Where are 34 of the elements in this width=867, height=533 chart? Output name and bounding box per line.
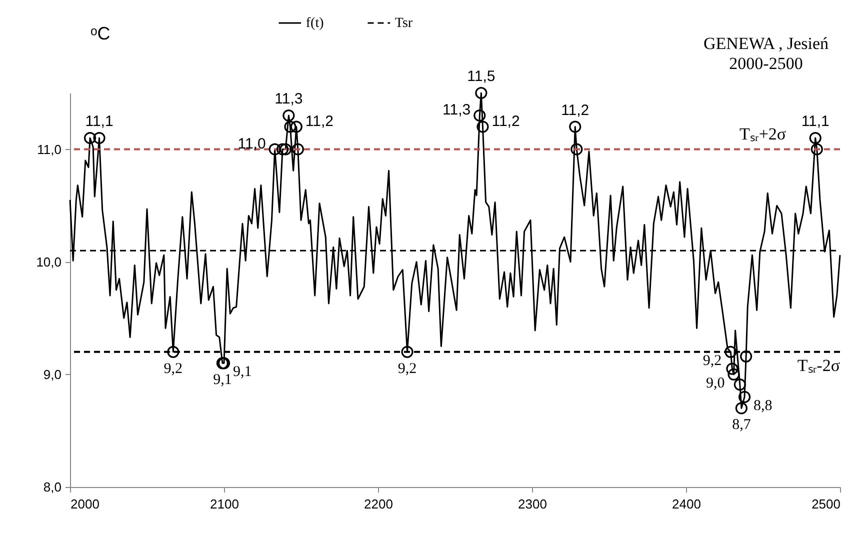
y-axis-title: ᵒC	[90, 24, 110, 44]
data-label: 11,1	[85, 113, 114, 130]
data-label: 9,1	[213, 372, 232, 388]
data-label: 9,2	[164, 360, 183, 377]
data-label: 9,1	[233, 364, 252, 380]
data-label: 9,0	[706, 375, 725, 392]
x-tick-label: 2400	[672, 496, 701, 512]
ref-line-label: Tₛᵣ+2σ	[740, 124, 786, 144]
data-label: 11,2	[305, 112, 334, 130]
data-label: 11,1	[801, 113, 830, 130]
chart-title: GENEWA , Jesień	[703, 34, 830, 53]
data-label: 11,2	[492, 112, 520, 130]
y-tick-label: 10,0	[36, 254, 62, 270]
data-label: 8,7	[732, 417, 752, 434]
x-tick-label: 2100	[210, 496, 239, 512]
data-label: 11,2	[561, 102, 590, 119]
data-label: 9,2	[398, 360, 417, 377]
data-label: 11,3	[442, 102, 471, 119]
x-tick-label: 2300	[518, 496, 547, 512]
chart-subtitle: 2000-2500	[729, 54, 803, 73]
data-label: 9,2	[702, 352, 722, 369]
x-tick-label: 2000	[70, 496, 100, 512]
x-tick-label: 2200	[364, 496, 393, 512]
legend-label: Tsr	[394, 16, 413, 31]
y-tick-label: 9,0	[43, 366, 62, 382]
x-tick-label: 2500	[812, 496, 840, 512]
data-label: 11,3	[274, 90, 303, 108]
legend-label: f(t)	[306, 16, 324, 31]
data-label: 8,8	[754, 398, 772, 414]
y-tick-label: 11,0	[37, 142, 62, 157]
data-label: 11,5	[467, 68, 496, 85]
data-label: 11,0	[238, 135, 266, 152]
ref-line-label: Tₛᵣ-2σ	[797, 356, 840, 375]
y-tick-label: 8,0	[43, 480, 62, 494]
